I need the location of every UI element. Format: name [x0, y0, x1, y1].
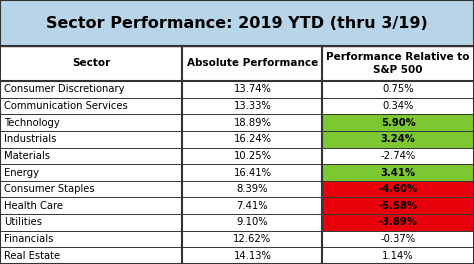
Bar — [0, 231, 182, 247]
Bar — [0, 131, 182, 148]
Text: Energy: Energy — [4, 167, 39, 177]
Text: 9.10%: 9.10% — [237, 218, 268, 227]
Text: Communication Services: Communication Services — [4, 101, 128, 111]
Bar — [322, 131, 474, 148]
Text: 3.41%: 3.41% — [381, 167, 416, 177]
Text: Industrials: Industrials — [4, 134, 56, 144]
Bar — [0, 98, 182, 114]
Text: 0.75%: 0.75% — [383, 84, 414, 94]
Text: 5.90%: 5.90% — [381, 117, 416, 128]
Bar — [322, 148, 474, 164]
Bar — [182, 181, 322, 197]
Text: -4.60%: -4.60% — [379, 184, 418, 194]
Bar — [182, 214, 322, 231]
Text: Consumer Discretionary: Consumer Discretionary — [4, 84, 125, 94]
Text: 18.89%: 18.89% — [234, 117, 271, 128]
Bar — [322, 247, 474, 264]
Text: Real Estate: Real Estate — [4, 251, 60, 261]
Text: Financials: Financials — [4, 234, 54, 244]
Bar — [322, 46, 474, 81]
Bar — [0, 197, 182, 214]
Bar — [182, 131, 322, 148]
Bar — [182, 81, 322, 98]
Text: Sector: Sector — [72, 59, 110, 68]
Text: -2.74%: -2.74% — [381, 151, 416, 161]
Bar — [182, 247, 322, 264]
Text: 13.74%: 13.74% — [234, 84, 271, 94]
Text: Consumer Staples: Consumer Staples — [4, 184, 95, 194]
Bar — [0, 0, 474, 46]
Bar — [322, 81, 474, 98]
Text: -3.89%: -3.89% — [379, 218, 418, 227]
Text: 16.41%: 16.41% — [233, 167, 272, 177]
Text: -0.37%: -0.37% — [381, 234, 416, 244]
Text: Sector Performance: 2019 YTD (thru 3/19): Sector Performance: 2019 YTD (thru 3/19) — [46, 16, 428, 31]
Text: Performance Relative to
S&P 500: Performance Relative to S&P 500 — [327, 52, 470, 75]
Text: 8.39%: 8.39% — [237, 184, 268, 194]
Bar — [322, 114, 474, 131]
Bar — [182, 231, 322, 247]
Text: 14.13%: 14.13% — [234, 251, 271, 261]
Text: -5.58%: -5.58% — [379, 201, 418, 211]
Bar — [0, 114, 182, 131]
Bar — [322, 164, 474, 181]
Bar — [0, 214, 182, 231]
Text: Technology: Technology — [4, 117, 60, 128]
Bar — [182, 164, 322, 181]
Text: Health Care: Health Care — [4, 201, 63, 211]
Bar — [322, 98, 474, 114]
Text: 0.34%: 0.34% — [383, 101, 414, 111]
Text: 10.25%: 10.25% — [233, 151, 272, 161]
Bar — [0, 164, 182, 181]
Bar — [182, 148, 322, 164]
Bar — [322, 181, 474, 197]
Bar — [0, 247, 182, 264]
Text: Materials: Materials — [4, 151, 50, 161]
Bar — [0, 81, 182, 98]
Bar — [322, 197, 474, 214]
Text: 1.14%: 1.14% — [383, 251, 414, 261]
Text: 13.33%: 13.33% — [234, 101, 271, 111]
Bar — [0, 181, 182, 197]
Bar — [182, 98, 322, 114]
Bar — [0, 46, 182, 81]
Bar — [182, 197, 322, 214]
Bar — [322, 214, 474, 231]
Bar — [182, 114, 322, 131]
Bar — [322, 231, 474, 247]
Bar — [182, 46, 322, 81]
Text: 7.41%: 7.41% — [237, 201, 268, 211]
Text: 12.62%: 12.62% — [233, 234, 272, 244]
Text: 16.24%: 16.24% — [233, 134, 272, 144]
Text: 3.24%: 3.24% — [381, 134, 416, 144]
Bar — [0, 148, 182, 164]
Text: Utilities: Utilities — [4, 218, 42, 227]
Text: Absolute Performance: Absolute Performance — [187, 59, 318, 68]
